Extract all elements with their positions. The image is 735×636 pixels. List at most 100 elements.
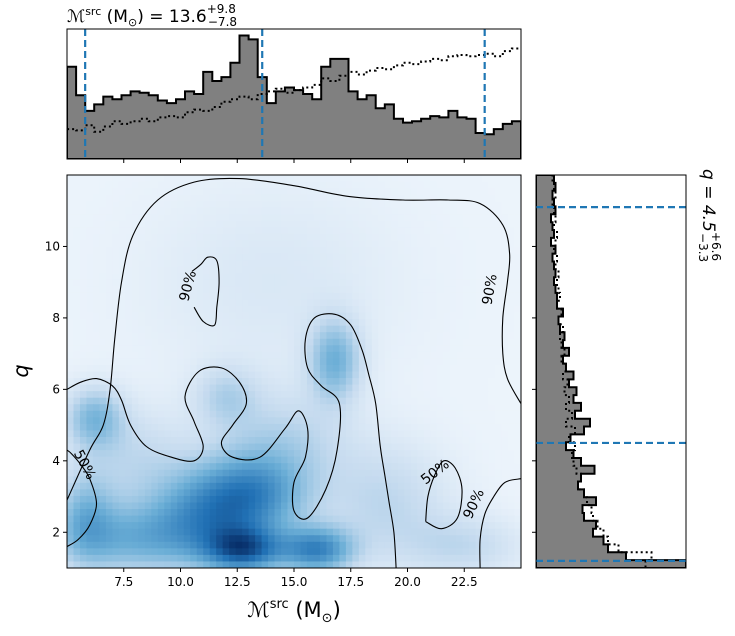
heatmap-cell (73, 319, 81, 327)
heatmap-cell (112, 338, 120, 346)
heatmap-cell (177, 495, 185, 504)
heatmap-cell (475, 332, 483, 340)
heatmap-cell (190, 332, 198, 340)
heatmap-cell (255, 548, 263, 556)
heatmap-cell (170, 463, 178, 471)
heatmap-cell (196, 345, 204, 353)
heatmap-cell (242, 279, 250, 287)
heatmap-cell (255, 541, 263, 549)
heatmap-cell (222, 358, 230, 366)
heatmap-cell (358, 561, 366, 568)
heatmap-cell (73, 528, 81, 536)
heatmap-cell (248, 535, 256, 543)
heatmap-cell (294, 404, 302, 412)
heatmap-cell (125, 227, 133, 235)
heatmap-cell (79, 358, 88, 366)
heatmap-cell (423, 266, 431, 274)
heatmap-cell (248, 495, 256, 504)
heatmap-cell (462, 306, 470, 314)
heatmap-cell (488, 554, 496, 563)
heatmap-cell (514, 423, 521, 432)
heatmap-cell (384, 509, 392, 517)
heatmap-cell (105, 332, 113, 340)
heatmap-cell (313, 319, 321, 327)
heatmap-cell (423, 423, 431, 432)
heatmap-cell (404, 528, 412, 536)
heatmap-cell (125, 194, 133, 202)
heatmap-cell (196, 338, 204, 346)
heatmap-cell (79, 423, 88, 432)
heatmap-cell (358, 247, 366, 255)
heatmap-cell (326, 541, 334, 549)
heatmap-cell (242, 325, 250, 333)
heatmap-cell (449, 266, 457, 274)
heatmap-cell (86, 240, 94, 248)
heatmap-cell (261, 338, 269, 346)
heatmap-cell (326, 561, 334, 568)
heatmap-cell (313, 528, 321, 536)
heatmap-cell (86, 279, 94, 287)
heatmap-cell (423, 247, 431, 255)
heatmap-cell (268, 345, 276, 353)
heatmap-cell (183, 240, 191, 248)
heatmap-cell (449, 214, 457, 222)
heatmap-cell (255, 233, 263, 242)
heatmap-cell (190, 489, 198, 497)
heatmap-cell (345, 299, 353, 307)
heatmap-cell (462, 227, 470, 235)
heatmap-cell (131, 378, 139, 386)
heatmap-cell (352, 417, 360, 425)
heatmap-cell (404, 378, 412, 386)
heatmap-cell (274, 345, 282, 353)
heatmap-cell (378, 227, 386, 235)
heatmap-cell (404, 292, 412, 301)
heatmap-cell (170, 286, 178, 294)
heatmap-cell (105, 437, 113, 445)
heatmap-cell (462, 201, 470, 209)
heatmap-cell (112, 181, 120, 189)
heatmap-cell (326, 489, 334, 497)
heatmap-cell (216, 188, 224, 196)
heatmap-cell (216, 535, 224, 543)
heatmap-cell (345, 371, 353, 379)
heatmap-cell (514, 194, 521, 202)
heatmap-cell (229, 299, 237, 307)
heatmap-cell (365, 233, 373, 242)
heatmap-cell (92, 338, 101, 346)
heatmap-cell (423, 476, 431, 484)
heatmap-cell (475, 214, 483, 222)
heatmap-cell (417, 319, 425, 327)
heatmap-cell (475, 279, 483, 287)
heatmap-cell (138, 437, 146, 445)
heatmap-cell (86, 175, 94, 183)
heatmap-cell (404, 522, 412, 530)
heatmap-cell (514, 181, 521, 189)
heatmap-cell (261, 463, 269, 471)
heatmap-cell (196, 260, 204, 268)
heatmap-cell (151, 495, 159, 504)
heatmap-cell (306, 260, 315, 268)
heatmap-cell (170, 476, 178, 484)
heatmap-cell (242, 273, 250, 281)
heatmap-cell (358, 456, 366, 464)
heatmap-cell (417, 201, 425, 209)
heatmap-cell (449, 194, 457, 202)
heatmap-cell (248, 227, 256, 235)
heatmap-cell (417, 423, 425, 432)
heatmap-cell (313, 561, 321, 568)
heatmap-cell (417, 397, 425, 405)
heatmap-cell (397, 240, 405, 248)
heatmap-cell (514, 384, 521, 392)
heatmap-cell (345, 214, 353, 222)
heatmap-cell (268, 319, 276, 327)
heatmap-cell (144, 541, 152, 549)
heatmap-cell (274, 351, 282, 359)
heatmap-cell (332, 358, 340, 366)
heatmap-cell (417, 227, 425, 235)
heatmap-cell (294, 443, 302, 451)
heatmap-cell (177, 522, 185, 530)
heatmap-cell (144, 410, 152, 418)
heatmap-cell (86, 378, 94, 386)
heatmap-cell (482, 207, 490, 215)
heatmap-cell (410, 528, 418, 536)
